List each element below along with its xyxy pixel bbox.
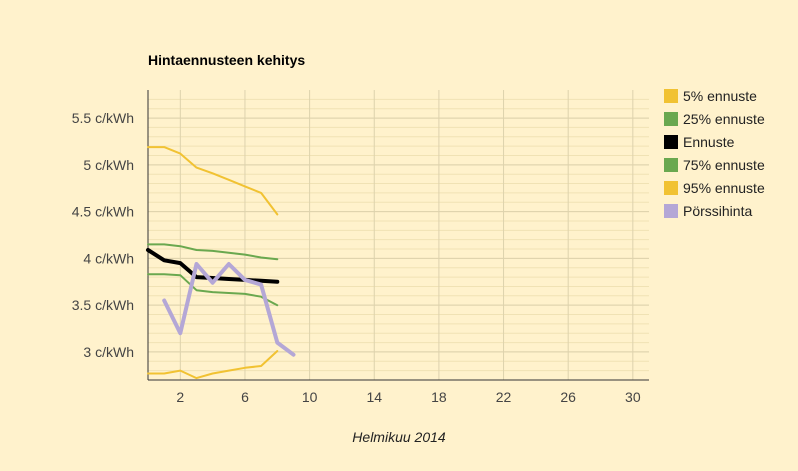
axes: 3 c/kWh 3.5 c/kWh 4 c/kWh 4.5 c/kWh 5 c/kWh 5… bbox=[72, 90, 649, 405]
y-tick-label: 4.5 c/kWh bbox=[72, 204, 134, 220]
legend: 5% ennuste 25% ennuste Ennuste 75% ennuste 9… bbox=[664, 88, 765, 219]
series-line-25-ennuste bbox=[147, 273, 279, 307]
y-tick-label: 3.5 c/kWh bbox=[72, 297, 134, 313]
grid bbox=[148, 90, 649, 380]
series-lines bbox=[146, 146, 296, 380]
x-tick-label: 6 bbox=[241, 389, 249, 405]
legend-swatch bbox=[664, 181, 678, 195]
series-line-5-ennuste bbox=[147, 350, 279, 380]
legend-label: 95% ennuste bbox=[683, 180, 765, 196]
x-tick-label: 10 bbox=[302, 389, 318, 405]
y-tick-label: 5 c/kWh bbox=[83, 157, 134, 173]
series-line-ennuste bbox=[146, 248, 280, 284]
chart-title: Hintaennusteen kehitys bbox=[148, 52, 305, 68]
y-tick-label: 3 c/kWh bbox=[83, 344, 134, 360]
legend-label: Pörssihinta bbox=[683, 203, 752, 219]
x-tick-label: 22 bbox=[496, 389, 512, 405]
series-line-75-ennuste bbox=[147, 243, 279, 261]
series-line-95-ennuste bbox=[147, 146, 279, 216]
x-tick-label: 18 bbox=[431, 389, 447, 405]
legend-label: Ennuste bbox=[683, 134, 735, 150]
series-line-p-rssihinta bbox=[162, 262, 296, 357]
legend-swatch bbox=[664, 158, 678, 172]
legend-swatch bbox=[664, 204, 678, 218]
legend-label: 75% ennuste bbox=[683, 157, 765, 173]
y-tick-label: 4 c/kWh bbox=[83, 250, 134, 266]
legend-swatch bbox=[664, 89, 678, 103]
y-tick-label: 5.5 c/kWh bbox=[72, 110, 134, 126]
x-tick-label: 14 bbox=[366, 389, 382, 405]
legend-swatch bbox=[664, 135, 678, 149]
x-tick-label: 2 bbox=[176, 389, 184, 405]
x-tick-label: 30 bbox=[625, 389, 641, 405]
x-tick-label: 26 bbox=[560, 389, 576, 405]
x-axis-label: Helmikuu 2014 bbox=[352, 429, 446, 445]
legend-swatch bbox=[664, 112, 678, 126]
legend-label: 5% ennuste bbox=[683, 88, 757, 104]
legend-label: 25% ennuste bbox=[683, 111, 765, 127]
